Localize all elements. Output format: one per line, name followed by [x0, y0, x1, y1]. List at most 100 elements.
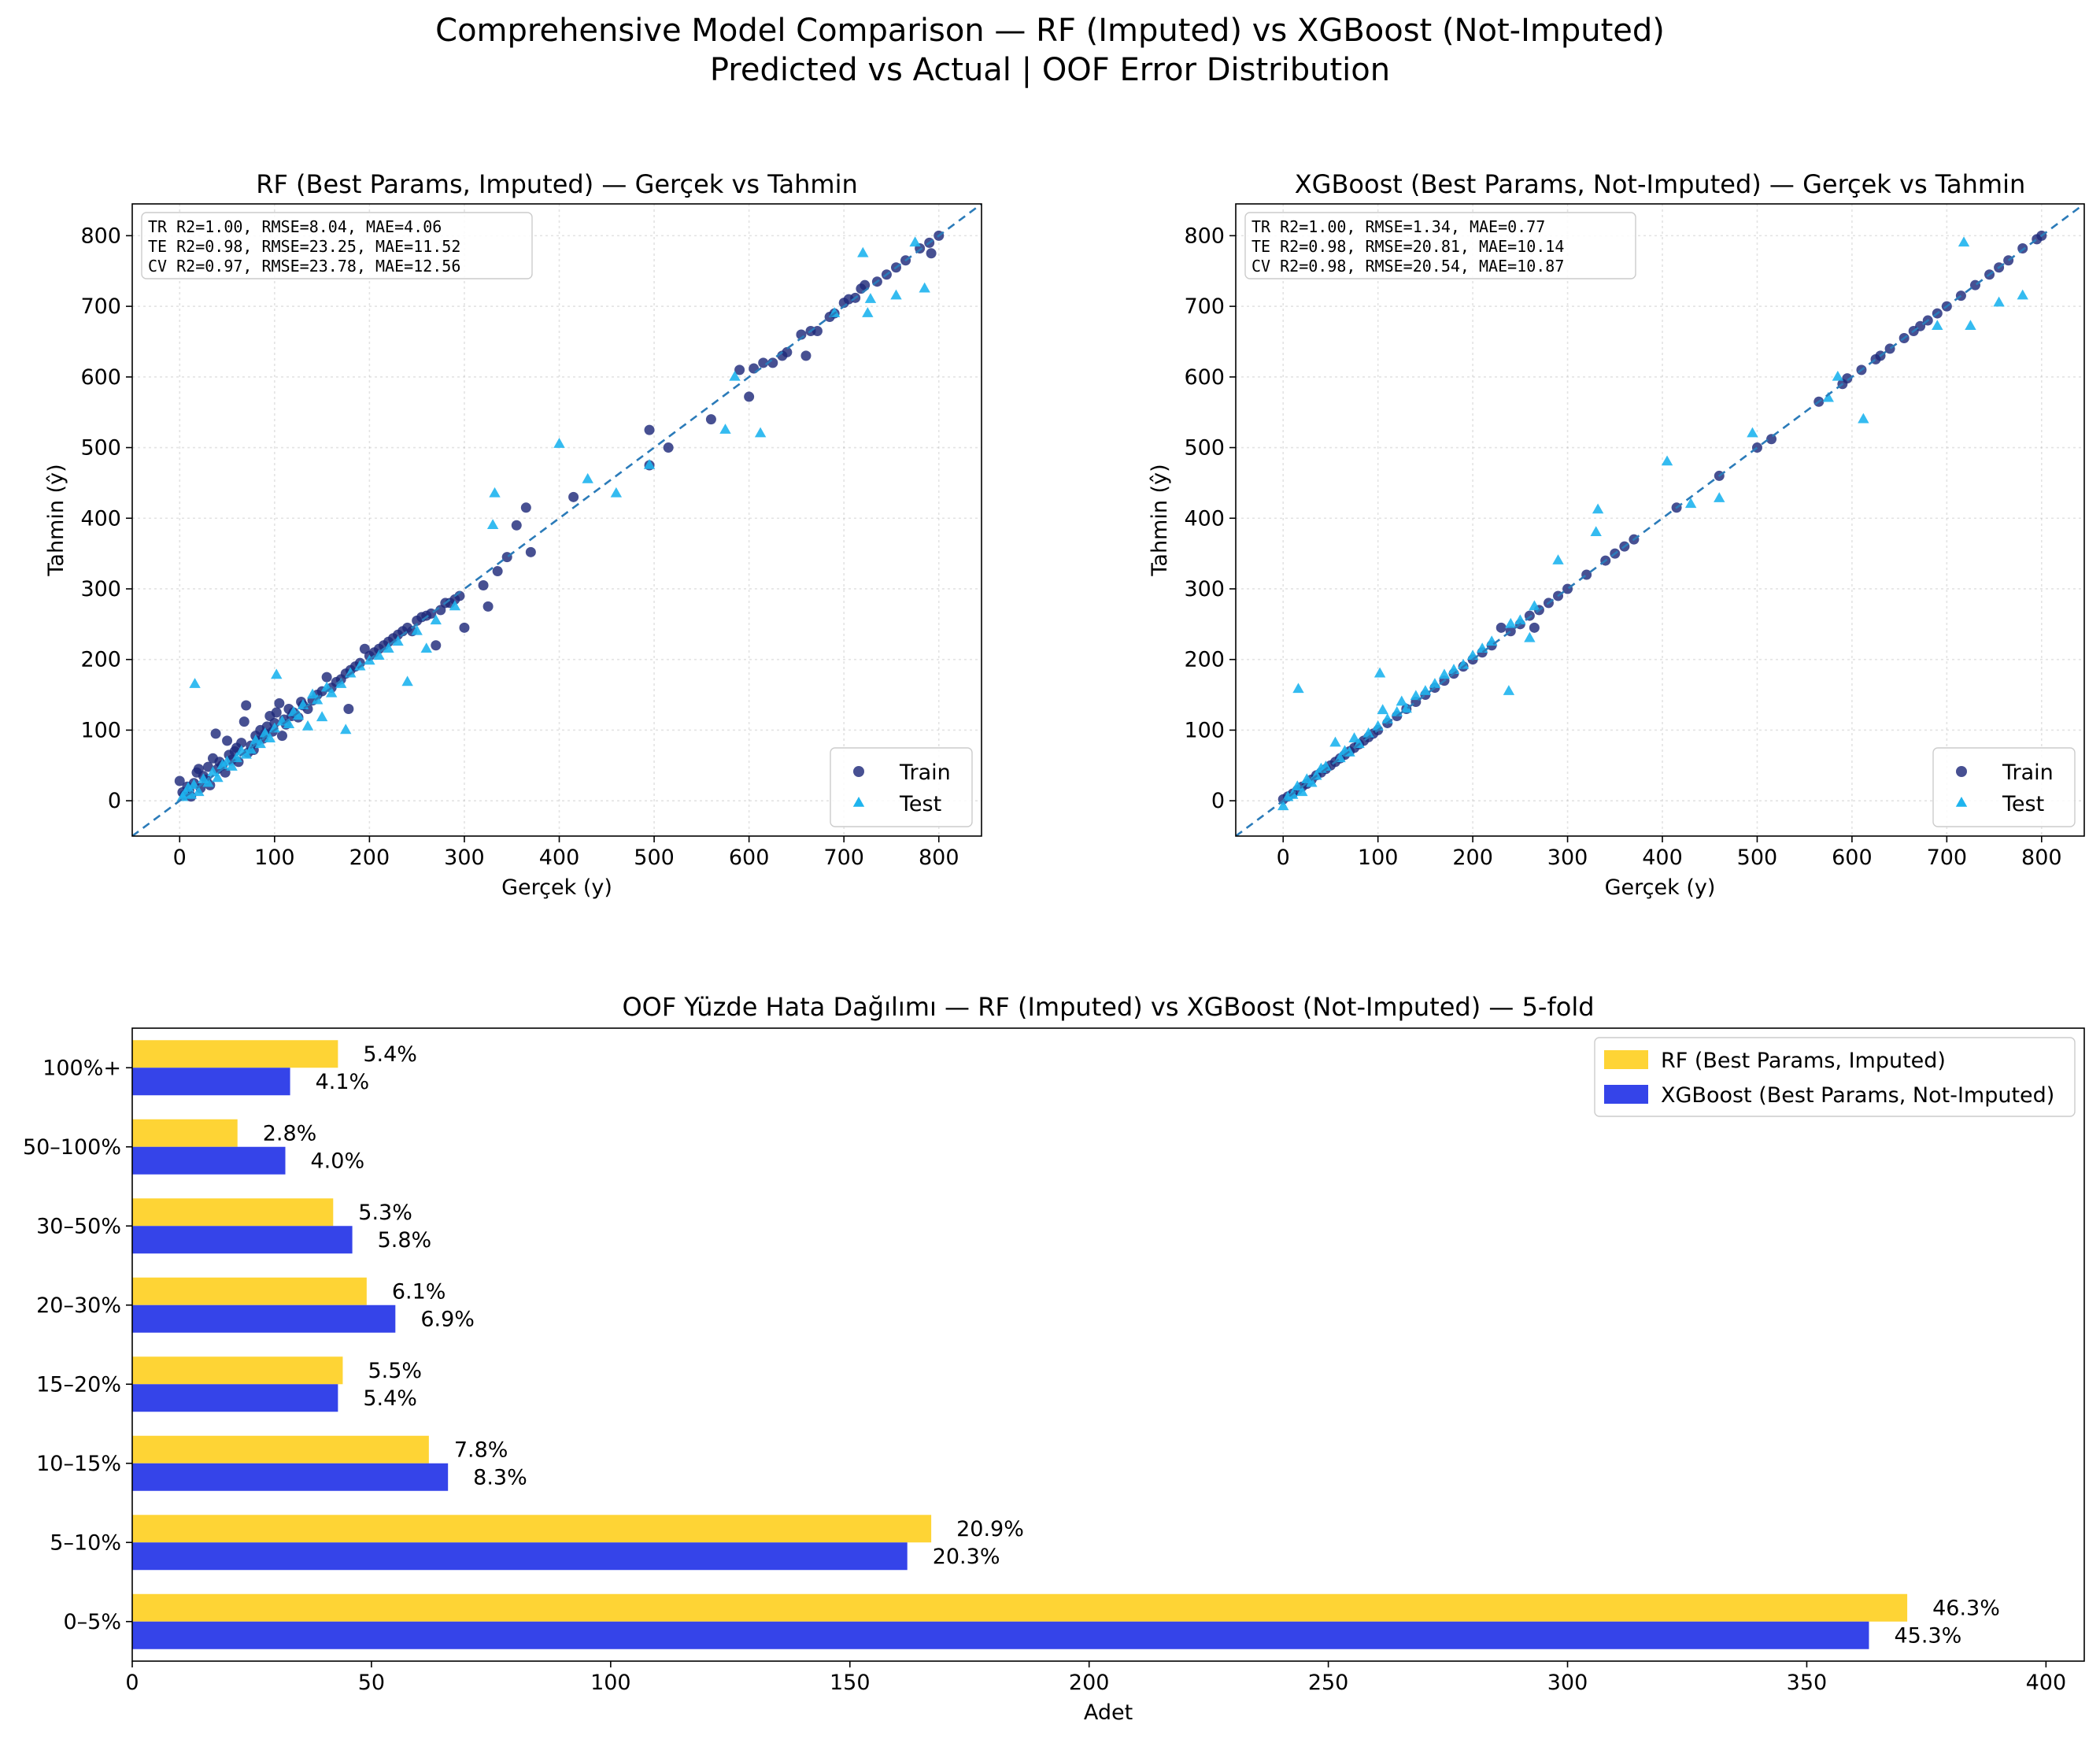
- y-tick-label: 100: [80, 718, 121, 742]
- test-point: [420, 642, 432, 653]
- x-tick-label: 700: [823, 846, 864, 870]
- test-point: [1822, 391, 1834, 402]
- y-tick-label: 400: [1184, 506, 1225, 531]
- test-point: [909, 236, 921, 247]
- test-point: [189, 678, 201, 688]
- test-point: [1958, 236, 1970, 247]
- test-point: [292, 709, 305, 720]
- train-point: [492, 566, 503, 577]
- test-point: [335, 678, 347, 688]
- x-tick-label: 400: [2026, 1671, 2067, 1695]
- test-point: [862, 307, 874, 317]
- bar-value-label: 2.8%: [263, 1121, 317, 1145]
- y-tick-label: 700: [80, 294, 121, 319]
- rf-bar: [132, 1119, 238, 1147]
- test-point: [1374, 667, 1386, 678]
- rf-identity-line: [132, 204, 982, 836]
- test-point: [207, 766, 219, 777]
- test-point: [1320, 760, 1332, 771]
- x-tick-label: 500: [634, 846, 675, 870]
- xgboost-scatter-panel: XGBoost (Best Params, Not-Imputed) — Ger…: [1148, 169, 2085, 900]
- rf-bar: [132, 1356, 343, 1385]
- test-point: [1429, 678, 1441, 688]
- xgb-xlabel: Gerçek (y): [1605, 875, 1716, 900]
- test-point: [1932, 320, 1943, 331]
- xgb-axes-frame: [1235, 203, 2085, 837]
- test-point: [1529, 600, 1540, 611]
- test-point: [340, 723, 352, 735]
- category-label: 15–20%: [36, 1372, 121, 1397]
- test-point: [1486, 635, 1498, 646]
- xgb-legend: Train Test: [1932, 747, 2076, 827]
- test-point: [1400, 702, 1413, 713]
- x-tick-label: 300: [1547, 846, 1588, 870]
- legend-label: RF (Best Params, Imputed): [1661, 1049, 1946, 1073]
- train-point: [644, 424, 655, 435]
- test-point: [1965, 320, 1976, 331]
- xgb-plot-area: [1236, 204, 2084, 836]
- test-point: [582, 472, 593, 483]
- legend-label: Train: [2002, 760, 2054, 785]
- bar-value-label: 20.3%: [933, 1545, 1000, 1569]
- rf-legend: Train Test: [830, 747, 973, 827]
- x-tick-label: 100: [1358, 846, 1399, 870]
- x-tick-label: 50: [358, 1671, 385, 1695]
- train-point: [520, 502, 531, 513]
- test-point: [1858, 413, 1869, 424]
- rf-ylabel: Tahmin (ŷ): [44, 464, 68, 576]
- x-tick-label: 250: [1308, 1671, 1349, 1695]
- x-tick-label: 700: [1927, 846, 1968, 870]
- train-point: [734, 365, 745, 376]
- bar-value-label: 45.3%: [1894, 1623, 1961, 1648]
- test-point: [1552, 554, 1564, 564]
- test-point: [1362, 727, 1374, 738]
- test-point: [185, 788, 197, 799]
- test-point: [212, 772, 224, 783]
- test-point: [1592, 503, 1604, 514]
- train-point: [202, 761, 213, 772]
- stats-line: CV R2=0.98, RMSE=20.54, MAE=10.87: [1251, 257, 1564, 276]
- x-tick-label: 0: [173, 846, 187, 870]
- legend-frame: [830, 747, 973, 827]
- train-point: [459, 622, 470, 633]
- test-point: [1503, 685, 1515, 695]
- xgboost-bar: [132, 1542, 908, 1571]
- train-point: [241, 700, 252, 711]
- train-point: [663, 442, 674, 453]
- y-tick-label: 300: [1184, 577, 1225, 601]
- test-point: [1714, 492, 1725, 502]
- rf-axes-frame: [131, 203, 982, 837]
- train-point: [1496, 622, 1507, 633]
- test-point: [449, 600, 461, 611]
- bar-value-label: 6.9%: [420, 1307, 475, 1331]
- rf-bar: [132, 1277, 367, 1305]
- y-tick-label: 800: [1184, 224, 1225, 248]
- train-point: [431, 640, 442, 651]
- train-point: [758, 357, 769, 368]
- bar-value-label: 8.3%: [473, 1465, 527, 1490]
- bar-value-label: 4.1%: [316, 1070, 370, 1094]
- train-point: [274, 698, 285, 709]
- test-point: [306, 688, 319, 699]
- test-point: [489, 487, 501, 498]
- x-tick-label: 600: [1832, 846, 1873, 870]
- y-tick-label: 700: [1184, 294, 1225, 319]
- rf-bar: [132, 1198, 334, 1227]
- test-point: [919, 282, 930, 293]
- bar-value-label: 4.0%: [311, 1149, 365, 1173]
- test-point: [1306, 776, 1318, 787]
- test-point: [864, 293, 877, 303]
- error-distribution-panel: OOF Yüzde Hata Dağılımı — RF (Imputed) v…: [23, 992, 2085, 1725]
- bar-value-label: 20.9%: [956, 1517, 1024, 1541]
- xgb-ylabel: Tahmin (ŷ): [1148, 464, 1172, 576]
- test-point: [610, 487, 623, 498]
- rf-bar: [132, 1040, 338, 1068]
- y-tick-label: 500: [80, 436, 121, 461]
- legend-rf-swatch: [1604, 1050, 1648, 1069]
- stats-line: TR R2=1.00, RMSE=8.04, MAE=4.06: [148, 217, 442, 236]
- rf-xlabel: Gerçek (y): [501, 875, 612, 900]
- xgboost-bar: [132, 1463, 449, 1491]
- test-point: [301, 720, 314, 731]
